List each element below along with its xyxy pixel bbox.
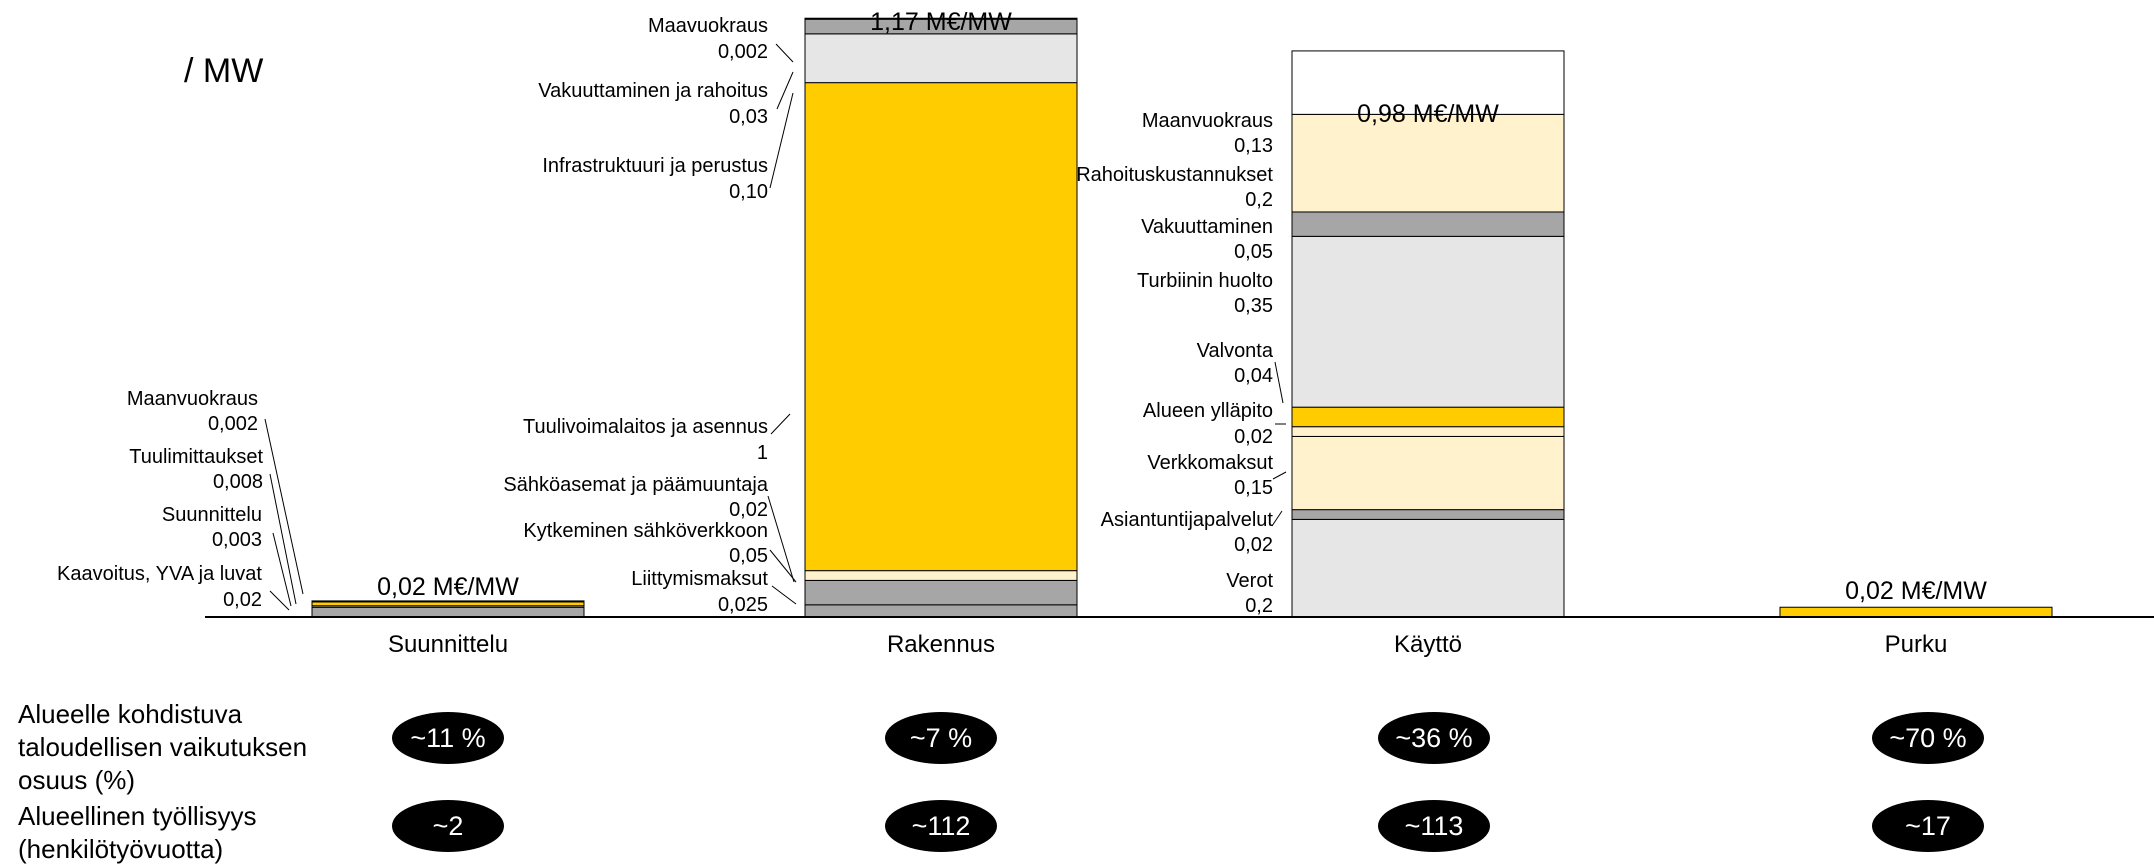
leader-line-suunnittelu-tuulimittaukset (269, 473, 297, 605)
segment-value-rakennus-sahkoasemat-ja-paamuuntaja: 0,02 (729, 499, 768, 521)
total-label-suunnittelu: 0,02 M€/MW (377, 573, 519, 601)
segment-value-kaytto-vakuuttaminen: 0,05 (1234, 241, 1273, 263)
segment-value-kaytto-asiantuntijapalvelut: 0,02 (1234, 534, 1273, 556)
segment-label-suunnittelu-maanvuokraus: Maanvuokraus (127, 388, 258, 410)
x-tick-label-suunnittelu: Suunnittelu (388, 631, 508, 658)
economic-share-badge-suunnittelu: ~11 % (392, 712, 504, 764)
segment-label-rakennus-tuulivoimalaitos-ja-asennus: Tuulivoimalaitos ja asennus (523, 416, 768, 438)
segment-value-kaytto-alueen-yllapito: 0,02 (1234, 426, 1273, 448)
segment-value-kaytto-verot: 0,2 (1245, 595, 1273, 617)
segment-value-rakennus-kytkeminen-sahkoverkkoon: 0,05 (729, 545, 768, 567)
segment-value-suunnittelu-tuulimittaukset: 0,008 (213, 471, 263, 493)
row-label-economic-share: Alueelle kohdistuva taloudellisen vaikut… (18, 699, 308, 795)
x-tick-label-purku: Purku (1885, 631, 1948, 658)
leader-line-kaytto-asiantuntijapalvelut (1271, 510, 1283, 527)
bar-segment-suunnittelu-tuulimittaukset (311, 601, 585, 607)
bar-segment-kaytto-asiantuntijapalvelut (1291, 509, 1565, 520)
leader-line-suunnittelu-maanvuokraus (264, 418, 304, 595)
leader-line-rakennus-vakuuttaminen-ja-rahoitus (776, 71, 794, 110)
leader-line-rakennus-liittymismaksut (771, 585, 797, 605)
segment-label-kaytto-maanvuokraus: Maanvuokraus (1142, 110, 1273, 132)
segment-label-rakennus-vakuuttaminen-ja-rahoitus: Vakuuttaminen ja rahoitus (538, 80, 768, 102)
bar-segment-rakennus-liittymismaksut (804, 604, 1078, 618)
segment-value-rakennus-maavuokraus: 0,002 (718, 41, 768, 63)
economic-share-badge-rakennus: ~7 % (885, 712, 997, 764)
segment-label-kaytto-verot: Verot (1226, 570, 1273, 592)
employment-badge-suunnittelu: ~2 (392, 800, 504, 852)
segment-label-rakennus-kytkeminen-sahkoverkkoon: Kytkeminen sähköverkkoon (523, 520, 768, 542)
segment-value-kaytto-maanvuokraus: 0,13 (1234, 135, 1273, 157)
segment-value-rakennus-liittymismaksut: 0,025 (718, 594, 768, 616)
leader-line-rakennus-sahkoasemat-ja-paamuuntaja (767, 495, 795, 583)
segment-value-kaytto-valvonta: 0,04 (1234, 365, 1273, 387)
leader-line-kaytto-valvonta (1274, 361, 1284, 404)
segment-value-suunnittelu-kaavoitus-yva-ja-luvat: 0,02 (223, 589, 262, 611)
bar-segment-purku-total (1779, 606, 2053, 618)
bar-segment-kaytto-verkkomaksut (1291, 435, 1565, 511)
bar-segment-rakennus-sahkoasemat-ja-paamuuntaja (804, 570, 1078, 581)
segment-value-suunnittelu-suunnittelu: 0,003 (212, 529, 262, 551)
economic-share-badge-purku: ~70 % (1872, 712, 1984, 764)
segment-label-kaytto-asiantuntijapalvelut: Asiantuntijapalvelut (1101, 509, 1274, 531)
bar-segment-kaytto-turbiinin-huolto (1291, 235, 1565, 408)
segment-value-kaytto-verkkomaksut: 0,15 (1234, 477, 1273, 499)
leader-line-suunnittelu-suunnittelu (272, 532, 292, 607)
segment-value-rakennus-vakuuttaminen-ja-rahoitus: 0,03 (729, 106, 768, 128)
segment-label-rakennus-infrastruktuuri-ja-perustus: Infrastruktuuri ja perustus (542, 155, 768, 177)
bar-segment-kaytto-alueen-yllapito (1291, 426, 1565, 437)
total-label-purku: 0,02 M€/MW (1845, 577, 1987, 605)
segment-label-kaytto-valvonta: Valvonta (1197, 340, 1274, 362)
leader-line-rakennus-maavuokraus (775, 43, 794, 63)
bar-segment-kaytto-maanvuokraus (1291, 50, 1565, 115)
bar-segment-rakennus-infrastruktuuri-ja-perustus (804, 33, 1078, 84)
total-label-rakennus: 1,17 M€/MW (870, 8, 1012, 36)
bar-segment-rakennus-maavuokraus (804, 17, 1078, 20)
x-tick-label-kaytto: Käyttö (1394, 631, 1462, 658)
segment-label-rakennus-maavuokraus: Maavuokraus (648, 15, 768, 37)
segment-label-suunnittelu-suunnittelu: Suunnittelu (162, 504, 262, 526)
segment-value-rakennus-tuulivoimalaitos-ja-asennus: 1 (757, 442, 768, 464)
bar-segment-kaytto-verot (1291, 518, 1565, 618)
bar-segment-rakennus-kytkeminen-sahkoverkkoon (804, 579, 1078, 606)
employment-badge-kaytto: ~113 (1378, 800, 1490, 852)
segment-value-kaytto-turbiinin-huolto: 0,35 (1234, 295, 1273, 317)
segment-value-kaytto-rahoituskustannukset: 0,2 (1245, 189, 1273, 211)
leader-line-suunnittelu-kaavoitus-yva-ja-luvat (269, 590, 290, 611)
segment-value-suunnittelu-maanvuokraus: 0,002 (208, 413, 258, 435)
employment-badge-purku: ~17 (1872, 800, 1984, 852)
segment-label-kaytto-turbiinin-huolto: Turbiinin huolto (1137, 270, 1273, 292)
leader-line-kaytto-verkkomaksut (1272, 471, 1287, 480)
employment-badge-rakennus: ~112 (885, 800, 997, 852)
bar-segment-kaytto-vakuuttaminen (1291, 211, 1565, 237)
bar-segment-suunnittelu-maanvuokraus (311, 600, 585, 603)
segment-label-kaytto-rahoituskustannukset: Rahoituskustannukset (1076, 164, 1273, 186)
leader-line-rakennus-tuulivoimalaitos-ja-asennus (770, 413, 791, 435)
segment-label-kaytto-vakuuttaminen: Vakuuttaminen (1141, 216, 1273, 238)
x-tick-label-rakennus: Rakennus (887, 631, 995, 658)
total-label-kaytto: 0,98 M€/MW (1357, 100, 1499, 128)
bar-segment-kaytto-rahoituskustannukset (1291, 113, 1565, 213)
leader-line-rakennus-kytkeminen-sahkoverkkoon (769, 549, 797, 583)
segment-label-rakennus-liittymismaksut: Liittymismaksut (631, 568, 768, 590)
row-label-employment: Alueellinen työllisyys (henkilötyövuotta… (18, 801, 257, 864)
segment-label-kaytto-alueen-yllapito: Alueen ylläpito (1143, 400, 1273, 422)
bar-segment-rakennus-tuulivoimalaitos-ja-asennus (804, 82, 1078, 572)
bar-segment-kaytto-valvonta (1291, 406, 1565, 428)
bar-segment-suunnittelu-kaavoitus-yva-ja-luvat (311, 606, 585, 618)
segment-label-suunnittelu-tuulimittaukset: Tuulimittaukset (129, 446, 263, 468)
segment-label-rakennus-sahkoasemat-ja-paamuuntaja: Sähköasemat ja päämuuntaja (503, 474, 768, 496)
segment-label-kaytto-verkkomaksut: Verkkomaksut (1147, 452, 1273, 474)
segment-label-suunnittelu-kaavoitus-yva-ja-luvat: Kaavoitus, YVA ja luvat (57, 563, 262, 585)
leader-line-rakennus-infrastruktuuri-ja-perustus (769, 92, 794, 189)
economic-share-badge-kaytto: ~36 % (1378, 712, 1490, 764)
unit-label: / MW (184, 52, 264, 90)
segment-value-rakennus-infrastruktuuri-ja-perustus: 0,10 (729, 181, 768, 203)
